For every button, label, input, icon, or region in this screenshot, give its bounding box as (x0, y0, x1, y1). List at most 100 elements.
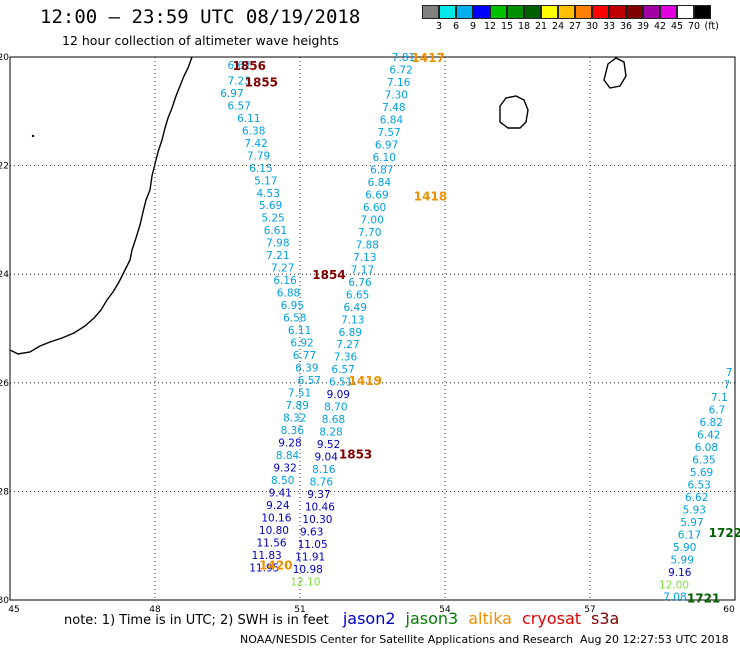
scale-swatch (524, 5, 541, 19)
wave-height-value: 6.58 (283, 313, 306, 325)
wave-height-value: 6.38 (242, 125, 265, 137)
pass-time-label: 1722 (709, 526, 740, 540)
wave-height-value: 7.13 (353, 252, 376, 264)
wave-height-value: 5.69 (690, 467, 713, 479)
wave-height-value: 5.25 (261, 213, 284, 225)
scale-swatch (677, 5, 694, 19)
scale-label: 9 (469, 21, 477, 32)
wave-height-value: 7.27 (336, 339, 359, 351)
scale-label: 42 (653, 21, 667, 32)
wave-height-value: 7.30 (385, 89, 408, 101)
wave-height-value: 6.57 (331, 364, 354, 376)
wave-height-value: 9.63 (300, 527, 323, 539)
wave-height-value: 7.36 (334, 352, 358, 364)
scale-swatch (473, 5, 490, 19)
x-tick-label: 57 (584, 605, 595, 615)
wave-height-value: 6.49 (344, 302, 367, 314)
wave-height-value: 6.15 (249, 163, 272, 175)
wave-height-value: 9.52 (317, 439, 340, 451)
scale-label: 70 (687, 21, 701, 32)
wave-height-value: 9.28 (278, 438, 301, 450)
wave-height-value: 4.53 (257, 188, 280, 200)
scale-label: 12 (483, 21, 497, 32)
wave-height-value: 5.97 (680, 517, 703, 529)
wave-height-value: 7.51 (288, 388, 311, 400)
scale-swatch (558, 5, 575, 19)
footer-legend: note: 1) Time is in UTC; 2) SWH is in fe… (64, 609, 619, 628)
wave-height-value: 6.65 (346, 289, 369, 301)
wave-height-value: 8.50 (271, 475, 294, 487)
scale-label: 24 (551, 21, 565, 32)
wave-height-value: 8.16 (312, 464, 336, 476)
scale-label: 27 (568, 21, 582, 32)
scale-label: 45 (670, 21, 684, 32)
pass-time-label: 1853 (339, 447, 372, 461)
wave-height-value: 9.04 (315, 452, 339, 464)
wave-height-value: 6.10 (373, 152, 396, 164)
wave-height-value: 6.08 (695, 442, 718, 454)
scale-label: 15 (500, 21, 514, 32)
wave-height-value: 7.81 (392, 52, 415, 64)
wave-height-value: 6.92 (290, 338, 313, 350)
wave-height-value: 5.93 (683, 504, 706, 516)
island-reunion (499, 95, 529, 129)
satellite-altika: altika (468, 609, 512, 628)
scale-unit: (ft) (704, 21, 719, 32)
scale-swatch (626, 5, 643, 19)
wave-height-value: 6.11 (237, 113, 260, 125)
wave-height-value: 10.98 (293, 564, 323, 576)
page-title: 12:00 – 23:59 UTC 08/19/2018 (40, 6, 361, 28)
wave-height-value: 9.37 (307, 489, 330, 501)
wave-height-value: 6.76 (348, 277, 372, 289)
y-tick-label: -28 (0, 487, 9, 497)
scale-swatch (507, 5, 524, 19)
y-tick-label: -30 (0, 596, 9, 606)
wave-height-value: 8.76 (310, 477, 334, 489)
wave-height-value: 7.08 (663, 592, 686, 604)
wave-height-value: 9.16 (668, 567, 692, 579)
timestamp-text: Aug 20 12:27:53 UTC 2018 (580, 633, 729, 646)
wave-height-value: 7.42 (244, 138, 267, 150)
satellite-jason3: jason3 (405, 609, 459, 628)
wave-height-value: 6.72 (389, 64, 412, 76)
wave-height-value: 7.1 (711, 392, 728, 404)
wave-height-value: 5.90 (673, 542, 696, 554)
wave-height-value: 6.39 (295, 363, 318, 375)
x-tick-label: 45 (8, 605, 19, 615)
wave-height-value: 8.84 (276, 450, 300, 462)
wave-height-value: 6.35 (692, 454, 715, 466)
wave-height-value: 6.82 (700, 417, 723, 429)
wave-height-value: 6.53 (687, 479, 710, 491)
pass-time-label: 1418 (414, 189, 447, 203)
wave-height-value: 7.21 (266, 250, 289, 262)
wave-height-value: 8.70 (324, 402, 347, 414)
pass-time-label: 1420 (259, 559, 292, 573)
axis-ticks: 45 48 51 54 57 60 -20 -22 -24 -26 -28 -30 (0, 53, 735, 615)
satellite-legend: jason2 jason3 altika cryosat s3a (333, 609, 620, 628)
wave-height-value: 8.28 (319, 427, 342, 439)
scale-swatch (660, 5, 677, 19)
islet (31, 134, 35, 138)
wave-height-value: 6.97 (375, 139, 398, 151)
wave-height-value: 6.89 (339, 327, 362, 339)
map-frame (9, 56, 736, 601)
wave-height-value: 8.68 (322, 414, 345, 426)
wave-height-value: 12.00 (659, 579, 689, 591)
wave-height-value: 7.70 (358, 227, 381, 239)
scale-swatch (422, 5, 439, 19)
wave-height-value: 6.84 (380, 114, 404, 126)
coastline-madagascar (9, 56, 193, 355)
wave-height-value: 11.83 (252, 550, 282, 562)
wave-height-value: 7.57 (377, 127, 400, 139)
wave-height-value: 7.23 (228, 75, 251, 87)
scale-swatch (694, 5, 711, 19)
wave-height-value: 11.95 (249, 562, 279, 574)
credit-text: NOAA/NESDIS Center for Satellite Applica… (240, 633, 574, 646)
wave-height-value: 7.98 (266, 238, 289, 250)
wave-height-value: 6.77 (293, 350, 316, 362)
wave-height-value: 9.41 (269, 487, 292, 499)
wave-height-value: 11.05 (298, 539, 328, 551)
x-tick-label: 48 (149, 605, 161, 615)
wave-height-value: 6.11 (288, 325, 311, 337)
wave-height-value: 7.17 (351, 264, 374, 276)
